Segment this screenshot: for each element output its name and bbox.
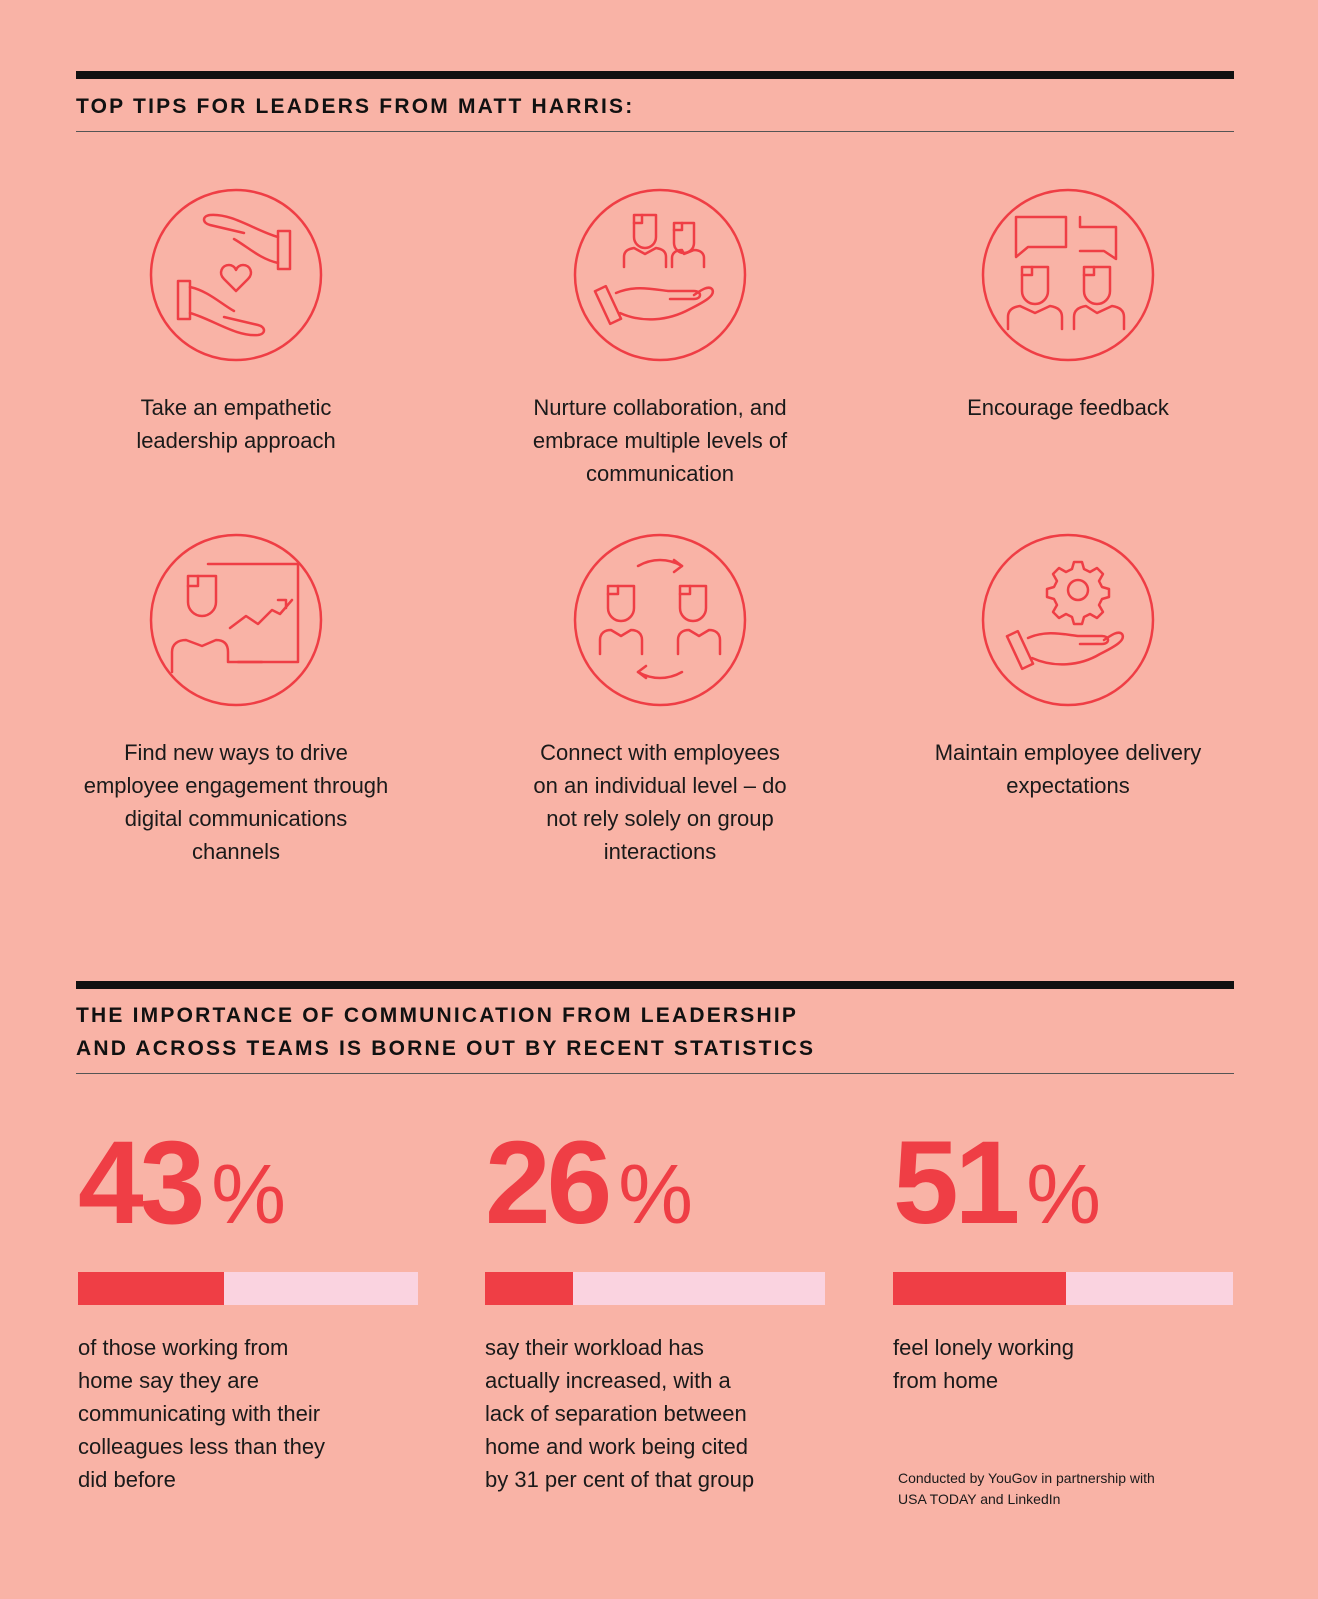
hands-heart-icon bbox=[149, 188, 323, 362]
tip-delivery-expectations: Maintain employee delivery expectations bbox=[888, 532, 1248, 802]
tip-label: Find new ways to drive employee engageme… bbox=[83, 740, 389, 864]
stat-feel-lonely: 51% feel lonely working from home bbox=[893, 1117, 1238, 1397]
stat-description: of those working from home say they are … bbox=[78, 1335, 326, 1492]
tip-label: Nurture collaboration, and embrace multi… bbox=[532, 395, 788, 486]
stat-description: say their workload has actually increase… bbox=[485, 1335, 755, 1492]
tips-heading-rule bbox=[76, 131, 1234, 132]
tip-individual-connection: Connect with employees on an individual … bbox=[480, 532, 840, 868]
stat-bar-fill bbox=[485, 1272, 574, 1305]
top-rule bbox=[76, 71, 1234, 79]
stat-description: feel lonely working from home bbox=[893, 1335, 1074, 1393]
stat-value: 51% bbox=[893, 1117, 1101, 1249]
tip-feedback: Encourage feedback bbox=[888, 187, 1248, 424]
tip-label: Take an empathetic leadership approach bbox=[136, 395, 336, 453]
source-note: Conducted by YouGov in partnership with … bbox=[898, 1470, 1155, 1507]
stat-bar-fill bbox=[78, 1272, 225, 1305]
people-chat-icon bbox=[981, 188, 1155, 362]
stat-bar bbox=[485, 1272, 825, 1305]
people-exchange-icon bbox=[573, 533, 747, 707]
tip-digital-engagement: Find new ways to drive employee engageme… bbox=[56, 532, 416, 868]
stats-heading-rule bbox=[76, 1073, 1234, 1074]
stat-value: 43% bbox=[78, 1117, 286, 1249]
stat-communicating-less: 43% of those working from home say they … bbox=[78, 1117, 423, 1496]
hand-gear-icon bbox=[981, 533, 1155, 707]
hand-people-icon bbox=[573, 188, 747, 362]
tip-label: Encourage feedback bbox=[967, 395, 1169, 420]
stat-bar bbox=[78, 1272, 418, 1305]
stats-rule bbox=[76, 981, 1234, 989]
stats-heading: THE IMPORTANCE OF COMMUNICATION FROM LEA… bbox=[76, 1004, 816, 1060]
stat-workload-increased: 26% say their workload has actually incr… bbox=[485, 1117, 830, 1496]
person-chart-icon bbox=[149, 533, 323, 707]
tips-heading: TOP TIPS FOR LEADERS FROM MATT HARRIS: bbox=[76, 95, 635, 118]
tip-empathetic: Take an empathetic leadership approach bbox=[56, 187, 416, 457]
tip-collaboration: Nurture collaboration, and embrace multi… bbox=[480, 187, 840, 490]
stat-value: 26% bbox=[485, 1117, 693, 1249]
tip-label: Connect with employees on an individual … bbox=[533, 740, 787, 864]
stat-bar-fill bbox=[893, 1272, 1067, 1305]
stat-bar bbox=[893, 1272, 1233, 1305]
tip-label: Maintain employee delivery expectations bbox=[934, 740, 1202, 798]
